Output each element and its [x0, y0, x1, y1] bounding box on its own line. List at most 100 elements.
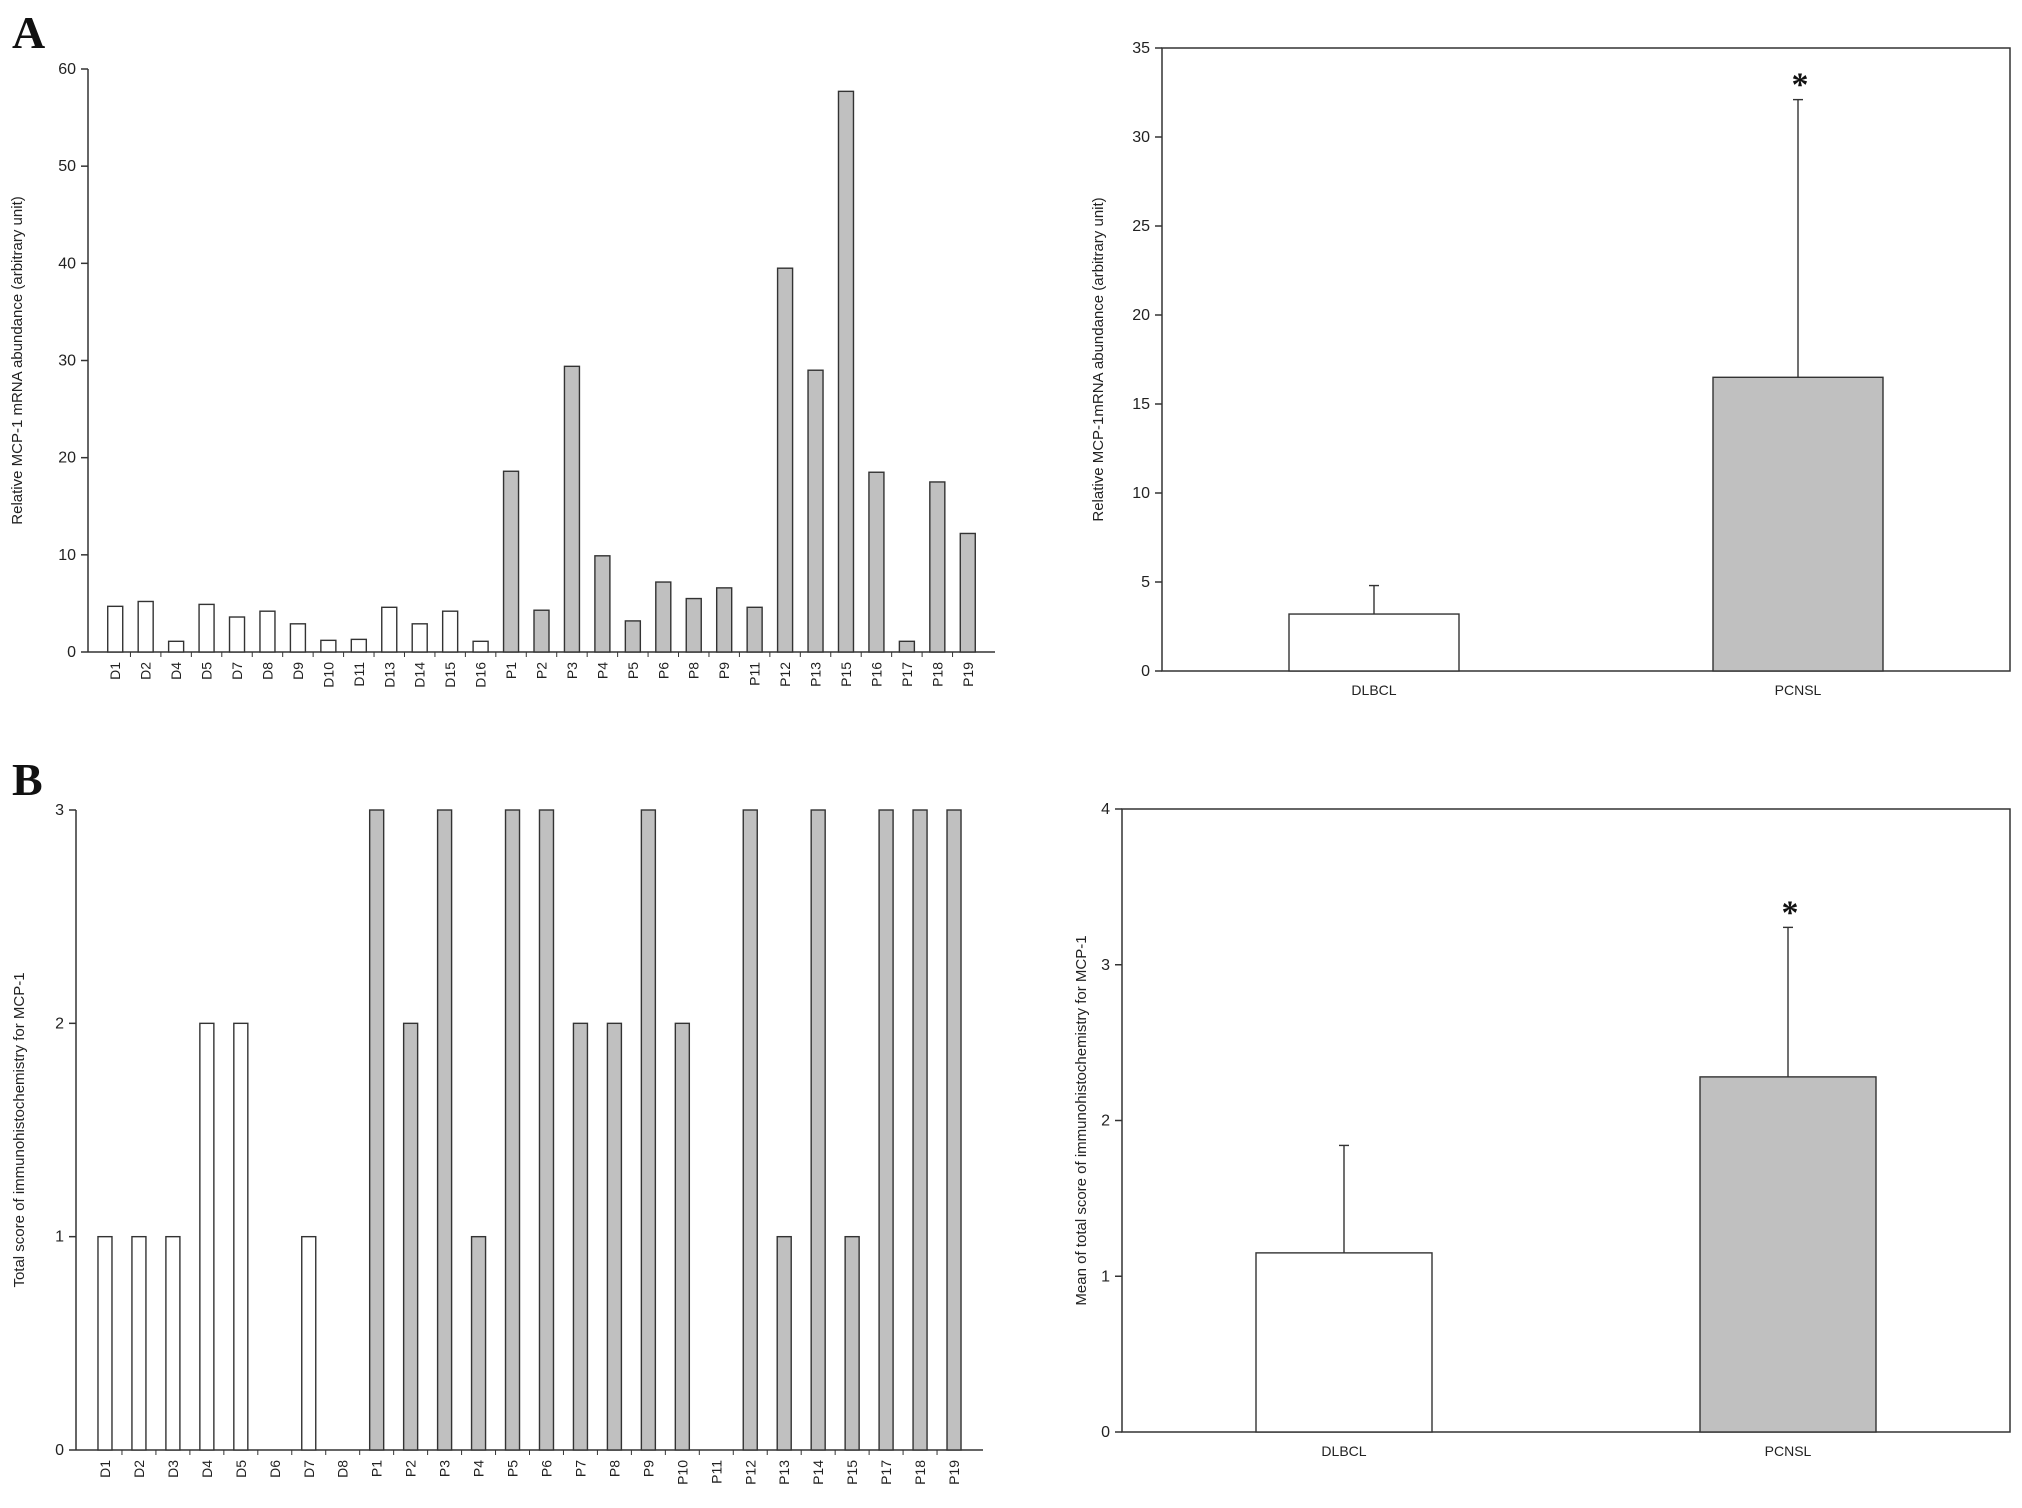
- y-tick-label: 1: [1101, 1268, 1110, 1285]
- bar-p13: [807, 369, 824, 653]
- bar-p8: [606, 1022, 623, 1451]
- bar-d3: [165, 1235, 181, 1451]
- x-tick-label-p10: P10: [674, 1460, 690, 1485]
- chart-a-mrna-per-sample: 0 10 20 30 40 50 60 Relative MCP-1 mRNA abundan…: [9, 61, 995, 688]
- x-tick-label-d4: D4: [168, 662, 184, 680]
- y-axis-label: Total score of immunohistochemistry for …: [11, 972, 28, 1287]
- x-tick-label-p11: P11: [708, 1460, 724, 1484]
- bar-d14: [411, 623, 428, 653]
- bar-d7: [301, 1235, 317, 1451]
- x-tick-label-p19: P19: [946, 1460, 962, 1485]
- chart-b-ihc-group-mean: 0 1 2 3 4 Mean of total score of immunohistoc…: [1073, 801, 2011, 1459]
- x-tick-label-p12: P12: [742, 1460, 758, 1485]
- y-tick-label: 10: [1132, 485, 1150, 502]
- bar-p18: [929, 481, 946, 653]
- bar-p2: [533, 609, 550, 653]
- x-tick-label-d7: D7: [301, 1460, 317, 1478]
- bar-d2: [131, 1235, 147, 1451]
- bar-p7: [572, 1022, 589, 1451]
- bar-p3: [436, 809, 453, 1451]
- x-tick-label-d2: D2: [131, 1460, 147, 1478]
- bar-p1: [502, 470, 520, 653]
- bar-p6: [655, 581, 672, 653]
- y-tick-label: 5: [1141, 574, 1150, 591]
- x-tick-label-p1: P1: [369, 1460, 385, 1477]
- x-tick-label-d14: D14: [412, 662, 428, 688]
- bar-d13: [381, 606, 398, 653]
- bar-p5: [504, 809, 521, 1451]
- x-tick-label-p8: P8: [686, 662, 702, 679]
- bar-d15: [441, 610, 459, 653]
- bar-d11: [350, 638, 368, 653]
- y-tick-label: 30: [58, 353, 76, 370]
- x-tick-label-p17: P17: [878, 1460, 894, 1485]
- y-tick-label: 20: [58, 450, 76, 467]
- bar-p13: [776, 1235, 792, 1451]
- bar-p11: [746, 606, 763, 653]
- bar-p3: [563, 365, 581, 653]
- bar-p16: [868, 471, 885, 653]
- x-tick-label-d3: D3: [165, 1460, 181, 1478]
- bar-d1: [107, 605, 124, 653]
- y-tick-label: 35: [1132, 40, 1150, 57]
- x-tick-label-p18: P18: [912, 1460, 928, 1485]
- x-tick-label-p14: P14: [810, 1460, 826, 1485]
- x-tick-label-d6: D6: [267, 1460, 283, 1478]
- y-tick-label: 15: [1132, 396, 1150, 413]
- plot-frame: [1161, 47, 2011, 672]
- y-tick-label: 30: [1132, 129, 1150, 146]
- x-tick-label-p19: P19: [960, 662, 976, 687]
- bar-p8: [685, 597, 702, 653]
- x-tick-label-p17: P17: [899, 662, 915, 687]
- bar-p19: [959, 532, 976, 653]
- y-tick-label: 60: [58, 61, 76, 78]
- bar-d5: [198, 603, 215, 653]
- x-tick-label-p13: P13: [808, 662, 824, 687]
- x-tick-label-p9: P9: [716, 662, 732, 679]
- bar-d10: [320, 639, 337, 653]
- bar-pcnsl: [1712, 376, 1884, 672]
- x-tick-label-p7: P7: [572, 1460, 588, 1477]
- x-tick-label-p18: P18: [929, 662, 945, 687]
- bar-p19: [946, 809, 962, 1451]
- x-tick-label-p4: P4: [594, 662, 610, 679]
- bar-p14: [810, 809, 826, 1451]
- x-tick-label-p9: P9: [640, 1460, 656, 1477]
- significance-star: *: [1782, 894, 1799, 931]
- bar-p15: [844, 1235, 860, 1451]
- y-axis-label: Relative MCP-1mRNA abundance (arbitrary …: [1090, 197, 1107, 521]
- y-axis-label: Mean of total score of immunohistochemis…: [1073, 935, 1090, 1305]
- chart-b-ihc-per-sample: 0 1 2 3 Total score of immunohistochemistry …: [11, 802, 983, 1485]
- x-tick-label-p3: P3: [564, 662, 580, 679]
- y-tick-label: 10: [58, 547, 76, 564]
- x-tick-label-p6: P6: [538, 1460, 554, 1477]
- x-tick-label-dlbcl: DLBCL: [1351, 682, 1396, 698]
- x-tick-label-p5: P5: [505, 1460, 521, 1477]
- bar-p17: [898, 640, 916, 653]
- x-tick-label-d1: D1: [97, 1460, 113, 1478]
- bar-d2: [137, 600, 154, 653]
- bar-d16: [472, 640, 489, 653]
- bar-p9: [640, 809, 657, 1451]
- bar-d9: [289, 623, 307, 653]
- bar-p1: [368, 809, 385, 1451]
- x-tick-label-d8: D8: [335, 1460, 351, 1478]
- y-tick-label: 3: [1101, 957, 1110, 974]
- x-tick-label-dlbcl: DLBCL: [1321, 1443, 1366, 1459]
- x-tick-label-p1: P1: [503, 662, 519, 679]
- x-tick-label-p12: P12: [777, 662, 793, 687]
- bar-d4: [167, 640, 185, 653]
- bar-d5: [233, 1022, 249, 1451]
- x-tick-label-d15: D15: [442, 662, 458, 688]
- x-tick-label-p15: P15: [838, 662, 854, 687]
- significance-star: *: [1792, 67, 1809, 104]
- x-tick-label-d1: D1: [107, 662, 123, 680]
- bar-p12: [776, 267, 794, 653]
- y-tick-label: 20: [1132, 307, 1150, 324]
- bar-p6: [538, 809, 555, 1451]
- bar-d1: [97, 1235, 113, 1451]
- plot-frame: [1121, 808, 2011, 1433]
- bar-d7: [228, 616, 246, 653]
- x-tick-label-p15: P15: [844, 1460, 860, 1485]
